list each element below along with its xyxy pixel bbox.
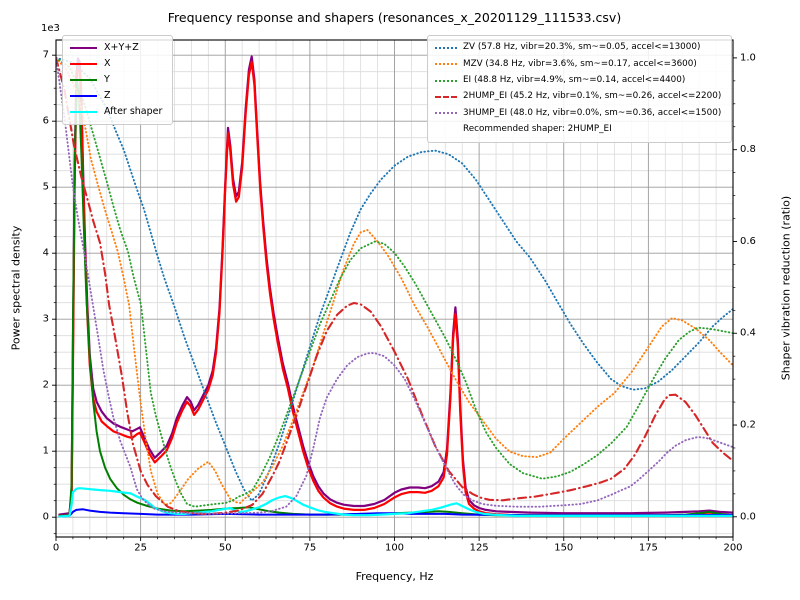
legend-item-mzv-34-8-hz-vibr-3-6-sm-: MZV (34.8 Hz, vibr=3.6%, sm~=0.17, accel… <box>435 56 724 72</box>
legend-line-swatch <box>70 111 97 113</box>
legend-label: ZV (57.8 Hz, vibr=20.3%, sm~=0.05, accel… <box>463 42 701 53</box>
x-axis-label: Frequency, Hz <box>355 570 434 583</box>
y-axis-right-label: Shaper vibration reduction (ratio) <box>779 195 793 381</box>
y-right-tick-label: 0.6 <box>740 236 756 247</box>
y-right-tick-label: 0.4 <box>740 328 756 339</box>
legend-recommended-note: Recommended shaper: 2HUMP_EI <box>463 123 612 134</box>
legend-label: Y <box>104 73 110 85</box>
legend-item-x-y-z: X+Y+Z <box>70 40 165 56</box>
legend-line-swatch <box>435 112 457 115</box>
x-tick-label: 25 <box>134 542 147 553</box>
legend-line-swatch <box>435 79 457 82</box>
y-left-tick-label: 0 <box>43 512 49 523</box>
y-right-tick-label: 1.0 <box>740 52 756 63</box>
legend-label: X <box>104 57 111 69</box>
legend-label: EI (48.8 Hz, vibr=4.9%, sm~=0.14, accel<… <box>463 74 686 85</box>
tick-labels: 0 25 50 75 100 125 150 175 200 0 1 2 3 4 5 6 7 0.0 0.2 0.4 0… <box>43 50 756 554</box>
curve-z <box>58 508 733 518</box>
legend-shaper-curves: ZV (57.8 Hz, vibr=20.3%, sm~=0.05, accel… <box>427 35 732 143</box>
legend-line-swatch <box>70 95 97 97</box>
y-left-tick-label: 3 <box>43 314 49 325</box>
curve-after-shaper <box>58 487 733 518</box>
x-tick-label: 125 <box>470 542 489 553</box>
curve-3hump-ei <box>56 56 733 515</box>
curve-mzv <box>56 56 733 506</box>
legend-line-swatch <box>435 96 457 99</box>
curve-zv <box>56 56 733 502</box>
legend-line-swatch <box>435 63 457 66</box>
legend-label: 2HUMP_EI (45.2 Hz, vibr=0.1%, sm~=0.26, … <box>463 91 722 102</box>
x-tick-label: 200 <box>723 542 742 553</box>
y-left-tick-label: 1 <box>43 446 49 457</box>
curve-ei <box>56 56 733 508</box>
y-left-tick-label: 5 <box>43 182 49 193</box>
x-tick-label: 150 <box>554 542 573 553</box>
x-tick-label: 175 <box>639 542 658 553</box>
x-tick-label: 100 <box>385 542 404 553</box>
y-right-tick-label: 0.2 <box>740 420 756 431</box>
legend-line-swatch <box>70 79 97 81</box>
legend-label: Z <box>104 89 111 101</box>
legend-item-x: X <box>70 56 165 72</box>
y-right-tick-label: 0.0 <box>740 511 756 522</box>
chart-title: Frequency response and shapers (resonanc… <box>167 10 622 25</box>
shaper-curves <box>56 56 733 516</box>
legend-item-2hump-ei-45-2-hz-vibr-0-: 2HUMP_EI (45.2 Hz, vibr=0.1%, sm~=0.26, … <box>435 89 724 105</box>
legend-line-swatch <box>70 47 97 49</box>
y-axis-left-label: Power spectral density <box>9 225 23 351</box>
legend-label: After shaper <box>104 105 163 117</box>
y-axis-offset-label: 1e3 <box>41 23 60 34</box>
legend-line-swatch <box>435 47 457 50</box>
legend-item-3hump-ei-48-0-hz-vibr-0-: 3HUMP_EI (48.0 Hz, vibr=0.0%, sm~=0.36, … <box>435 105 724 121</box>
y-left-tick-label: 4 <box>43 248 49 259</box>
y-left-tick-label: 7 <box>43 50 49 61</box>
axis-ticks <box>52 54 737 541</box>
legend-line-swatch <box>70 63 97 65</box>
x-tick-label: 0 <box>53 542 59 553</box>
x-tick-label: 50 <box>219 542 232 553</box>
y-left-tick-label: 6 <box>43 116 49 127</box>
curve-2hump-ei <box>56 56 733 516</box>
legend-item-ei-48-8-hz-vibr-4-9-sm-0: EI (48.8 Hz, vibr=4.9%, sm~=0.14, accel<… <box>435 73 724 89</box>
legend-item-after-shaper: After shaper <box>70 104 165 120</box>
y-left-tick-label: 2 <box>43 380 49 391</box>
x-tick-label: 75 <box>304 542 317 553</box>
y-right-tick-label: 0.8 <box>740 144 756 155</box>
legend-item-zv-57-8-hz-vibr-20-3-sm-: ZV (57.8 Hz, vibr=20.3%, sm~=0.05, accel… <box>435 40 724 56</box>
legend-item-z: Z <box>70 88 165 104</box>
legend-psd-curves: X+Y+Z X Y Z After shaper <box>62 35 173 125</box>
legend-label: 3HUMP_EI (48.0 Hz, vibr=0.0%, sm~=0.36, … <box>463 107 722 118</box>
legend-item-y: Y <box>70 72 165 88</box>
legend-label: MZV (34.8 Hz, vibr=3.6%, sm~=0.17, accel… <box>463 58 697 69</box>
legend-label: X+Y+Z <box>104 41 139 53</box>
